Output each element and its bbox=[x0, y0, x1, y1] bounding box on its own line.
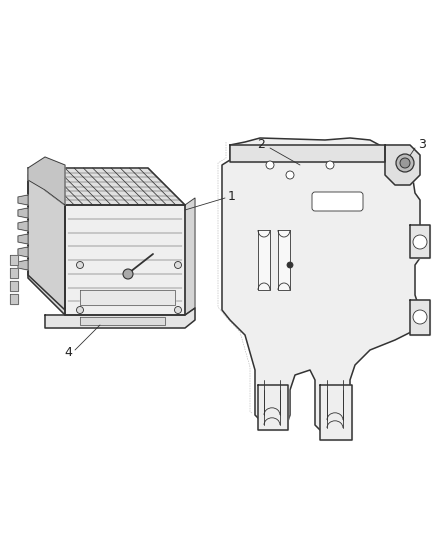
Polygon shape bbox=[10, 281, 18, 291]
Polygon shape bbox=[184, 198, 194, 315]
Polygon shape bbox=[18, 247, 28, 257]
Polygon shape bbox=[384, 145, 419, 185]
Polygon shape bbox=[18, 260, 28, 270]
Circle shape bbox=[412, 235, 426, 249]
Text: 3: 3 bbox=[417, 139, 425, 151]
Circle shape bbox=[399, 158, 409, 168]
Text: 1: 1 bbox=[227, 190, 235, 204]
Polygon shape bbox=[10, 255, 18, 265]
Polygon shape bbox=[18, 208, 28, 218]
Polygon shape bbox=[10, 294, 18, 304]
Polygon shape bbox=[45, 308, 194, 328]
Polygon shape bbox=[18, 195, 28, 205]
FancyBboxPatch shape bbox=[311, 192, 362, 211]
Circle shape bbox=[174, 306, 181, 313]
Polygon shape bbox=[409, 225, 429, 258]
Polygon shape bbox=[28, 168, 65, 315]
Polygon shape bbox=[222, 138, 419, 440]
Polygon shape bbox=[277, 230, 290, 290]
Polygon shape bbox=[10, 268, 18, 278]
Polygon shape bbox=[258, 230, 269, 290]
Circle shape bbox=[286, 262, 292, 268]
Polygon shape bbox=[230, 145, 384, 162]
Circle shape bbox=[123, 269, 133, 279]
Circle shape bbox=[285, 171, 293, 179]
Polygon shape bbox=[319, 385, 351, 440]
Text: 2: 2 bbox=[257, 139, 265, 151]
Polygon shape bbox=[80, 317, 165, 325]
Polygon shape bbox=[18, 221, 28, 231]
Polygon shape bbox=[65, 205, 184, 315]
Polygon shape bbox=[409, 300, 429, 335]
Polygon shape bbox=[258, 385, 287, 430]
Polygon shape bbox=[18, 234, 28, 244]
Circle shape bbox=[412, 310, 426, 324]
Polygon shape bbox=[28, 168, 184, 205]
Circle shape bbox=[395, 154, 413, 172]
Circle shape bbox=[76, 306, 83, 313]
Circle shape bbox=[325, 161, 333, 169]
Text: 4: 4 bbox=[64, 346, 72, 359]
Polygon shape bbox=[28, 157, 65, 205]
Circle shape bbox=[76, 262, 83, 269]
Circle shape bbox=[265, 161, 273, 169]
Polygon shape bbox=[80, 290, 175, 305]
Polygon shape bbox=[28, 175, 65, 310]
Circle shape bbox=[174, 262, 181, 269]
